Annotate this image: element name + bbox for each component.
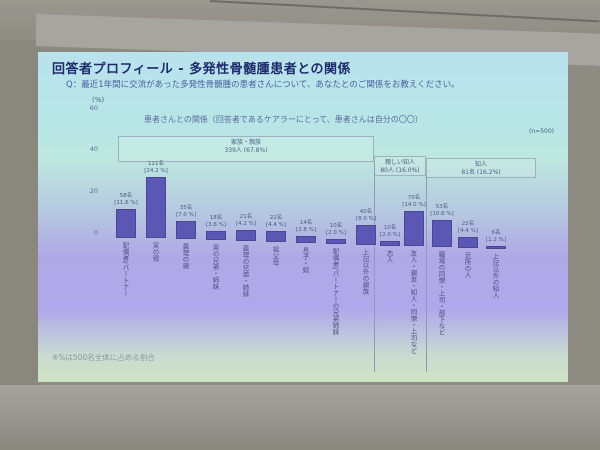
bar-4 <box>236 230 256 241</box>
bar-value-label: 10名 [2.0 %] <box>320 223 352 237</box>
bar-1 <box>146 177 166 238</box>
bar-value-label: 14名 [2.8 %] <box>290 220 322 234</box>
wall <box>0 40 40 450</box>
bar-8 <box>356 224 376 245</box>
bar-count: 14名 <box>299 219 313 226</box>
category-label: 友人・親友・知人・同僚・上司など <box>409 250 417 354</box>
bar-count: 70名 <box>407 194 421 201</box>
group-acquaintance: 知人 81名 (16.2%) <box>426 158 536 178</box>
bar-10 <box>404 210 424 246</box>
bar-percent: [8.0 %] <box>355 215 376 222</box>
group-close-acquaintance: 親しい知人 80人 (16.0%) <box>374 156 426 176</box>
category-label: 近所の人 <box>463 252 471 278</box>
group-acq-summary: 81名 (16.2%) <box>461 169 501 176</box>
bar-value-label: 18名 [3.6 %] <box>200 215 232 229</box>
y-tick-40: 40 <box>89 145 98 153</box>
bar-count: 10名 <box>383 224 397 231</box>
bar-count: 58名 <box>119 192 133 199</box>
category-label: 職場の同僚・上司・部下など <box>437 251 445 336</box>
bar-percent: [10.6 %] <box>430 211 454 218</box>
category-label: 上記以外の知人 <box>491 253 499 299</box>
bar-7 <box>326 238 346 244</box>
category-label: 配偶者/パートナーの兄弟姉妹 <box>331 248 339 335</box>
bar-percent: [1.2 %] <box>485 236 506 243</box>
chart-title: 患者さんとの関係（回答者であるケアラーにとって、患者さんは自分の〇〇） <box>144 115 423 124</box>
bar-count: 35名 <box>179 205 193 212</box>
category-label: 息子・娘 <box>301 247 309 273</box>
bar-value-label: 53名 [10.6 %] <box>426 204 458 218</box>
bar-value-label: 10名 [2.0 %] <box>374 225 406 239</box>
bar-0 <box>116 208 136 238</box>
bar-percent: [2.0 %] <box>325 229 346 236</box>
bar-count: 53名 <box>435 204 449 211</box>
bar-12 <box>458 236 478 248</box>
bar-count: 40名 <box>359 208 373 215</box>
survey-question: Q：最近1年間に交流があった多発性骨髄腫の患者さんについて、あなたとのご関係をお… <box>66 80 460 90</box>
bar-value-label: 70名 [14.0 %] <box>398 195 430 209</box>
bar-percent: [4.4 %] <box>265 221 286 228</box>
group-close-name: 親しい知人 <box>384 159 415 166</box>
bar-count: 22名 <box>461 220 475 227</box>
bar-count: 18名 <box>209 214 223 221</box>
category-label: 義理の兄弟・姉妹 <box>241 245 249 297</box>
bar-9 <box>380 240 400 246</box>
group-acq-name: 知人 <box>474 161 487 168</box>
bar-6 <box>296 235 316 243</box>
y-tick-60: 60 <box>89 104 98 112</box>
bar-count: 6名 <box>491 229 501 236</box>
bar-value-label: 121名 [24.2 %] <box>140 161 172 175</box>
bar-count: 121名 <box>148 161 164 168</box>
group-family-summary: 339人 (67.8%) <box>224 147 268 154</box>
bar-percent: [11.6 %] <box>114 199 138 206</box>
group-close-summary: 80人 (16.0%) <box>380 167 420 174</box>
category-label: 配偶者/パートナー <box>121 242 129 297</box>
presentation-slide: 回答者プロフィール - 多発性骨髄腫患者との関係 Q：最近1年間に交流があった多… <box>38 52 568 382</box>
group-family-name: 家族・親族 <box>230 139 261 146</box>
bar-2 <box>176 221 196 239</box>
category-label: 上記以外の親族 <box>361 249 369 295</box>
group-divider-1 <box>374 162 375 372</box>
slide-title: 回答者プロフィール - 多発性骨髄腫患者との関係 <box>52 62 352 77</box>
bar-count: 10名 <box>329 222 343 229</box>
bar-percent: [24.2 %] <box>144 168 168 175</box>
bar-percent: [3.6 %] <box>205 221 226 228</box>
bar-11 <box>432 220 452 247</box>
bar-value-label: 22名 [4.4 %] <box>260 215 292 229</box>
category-label: 実の兄弟・姉妹 <box>211 244 219 290</box>
bar-13 <box>486 245 506 249</box>
sample-size-label: (n=500) <box>529 128 554 135</box>
bar-percent: [2.8 %] <box>295 226 316 233</box>
bar-percent: [14.0 %] <box>402 201 426 208</box>
room-floor <box>0 385 600 450</box>
category-label: 祖父母 <box>271 246 279 266</box>
bar-percent: [7.0 %] <box>175 212 196 219</box>
category-label: 恋人 <box>385 250 393 263</box>
y-tick-20: 20 <box>89 187 98 195</box>
y-axis-unit: (%) <box>92 96 105 104</box>
y-tick-0: 0 <box>93 229 98 237</box>
bar-5 <box>266 230 286 242</box>
bar-percent: [4.2 %] <box>235 221 256 228</box>
category-label: 義理の親 <box>181 243 189 269</box>
bar-percent: [4.4 %] <box>457 227 478 234</box>
bar-value-label: 22名 [4.4 %] <box>452 221 484 235</box>
bar-value-label: 21名 [4.2 %] <box>230 214 262 228</box>
bar-3 <box>206 230 226 240</box>
group-family: 家族・親族 339人 (67.8%) <box>118 136 374 162</box>
bar-count: 22名 <box>269 214 283 221</box>
bar-value-label: 6名 [1.2 %] <box>480 230 512 244</box>
bar-percent: [2.0 %] <box>379 231 400 238</box>
group-divider-2 <box>426 176 427 372</box>
category-label: 実の親 <box>151 242 159 262</box>
bar-value-label: 35名 [7.0 %] <box>170 205 202 219</box>
bar-value-label: 40名 [8.0 %] <box>350 209 382 223</box>
footnote: ※%は500名全体に占める割合 <box>52 353 155 362</box>
bar-value-label: 58名 [11.6 %] <box>110 193 142 207</box>
bar-count: 21名 <box>239 214 253 221</box>
